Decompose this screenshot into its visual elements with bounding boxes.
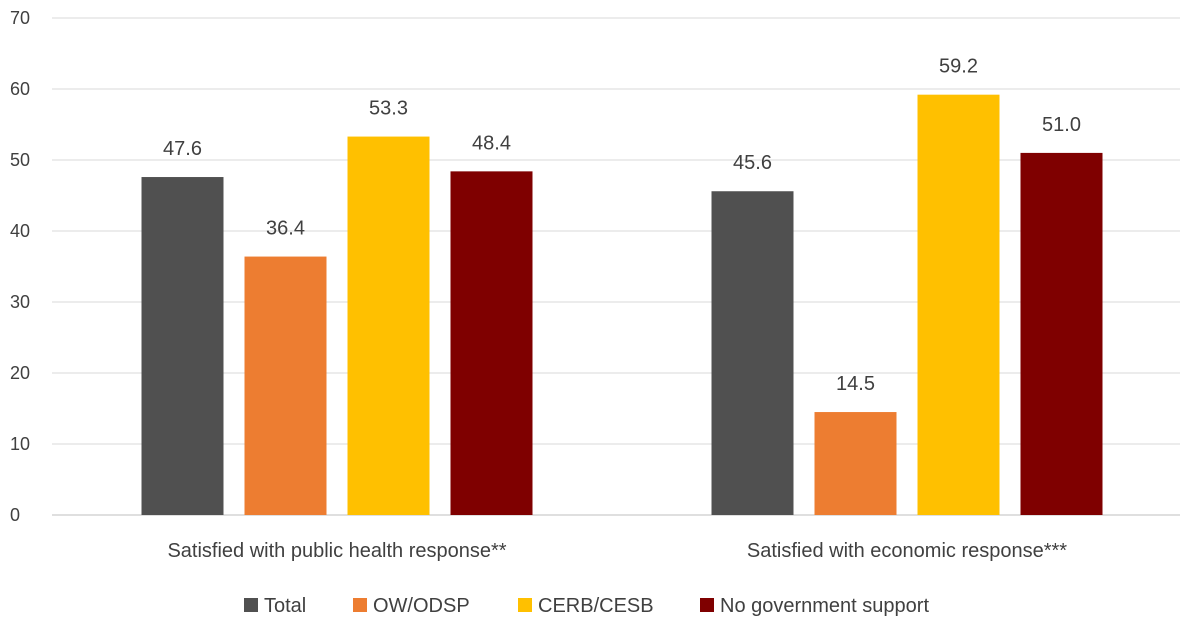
data-label: 47.6 [163, 138, 202, 160]
bar [711, 191, 794, 516]
data-label: 36.4 [266, 218, 305, 240]
y-axis-ticks: 0 10 20 30 40 50 60 70 [10, 8, 30, 525]
data-labels: 47.6 36.4 53.3 48.4 45.6 14.5 59.2 51.0 [163, 56, 1081, 395]
bar [1020, 152, 1103, 515]
legend-swatch [353, 598, 367, 612]
legend-label: No government support [720, 595, 929, 617]
legend-swatch [518, 598, 532, 612]
bar [347, 136, 430, 515]
x-category-label: Satisfied with public health response** [167, 540, 506, 562]
y-tick-label: 60 [10, 79, 30, 99]
bar [917, 94, 1000, 516]
bar [141, 177, 224, 516]
y-tick-label: 10 [10, 434, 30, 454]
y-tick-label: 70 [10, 8, 30, 28]
x-axis-categories: Satisfied with public health response** S… [167, 540, 1067, 562]
data-label: 53.3 [369, 98, 408, 120]
legend-label: OW/ODSP [373, 595, 470, 617]
legend: Total OW/ODSP CERB/CESB No government suppo… [244, 595, 929, 617]
bar [814, 412, 897, 515]
y-tick-label: 40 [10, 221, 30, 241]
y-tick-label: 50 [10, 150, 30, 170]
x-category-label: Satisfied with economic response*** [747, 540, 1067, 562]
legend-swatch [700, 598, 714, 612]
bar [244, 256, 327, 515]
data-label: 59.2 [939, 56, 978, 78]
bar [450, 171, 533, 516]
y-tick-label: 20 [10, 363, 30, 383]
y-tick-label: 30 [10, 292, 30, 312]
data-label: 51.0 [1042, 114, 1081, 136]
legend-label: Total [264, 595, 306, 617]
bars [141, 94, 1103, 516]
gridlines [52, 17, 1180, 516]
y-tick-label: 0 [10, 505, 20, 525]
data-label: 14.5 [836, 373, 875, 395]
legend-swatch [244, 598, 258, 612]
data-label: 48.4 [472, 132, 511, 154]
legend-label: CERB/CESB [538, 595, 654, 617]
data-label: 45.6 [733, 152, 772, 174]
